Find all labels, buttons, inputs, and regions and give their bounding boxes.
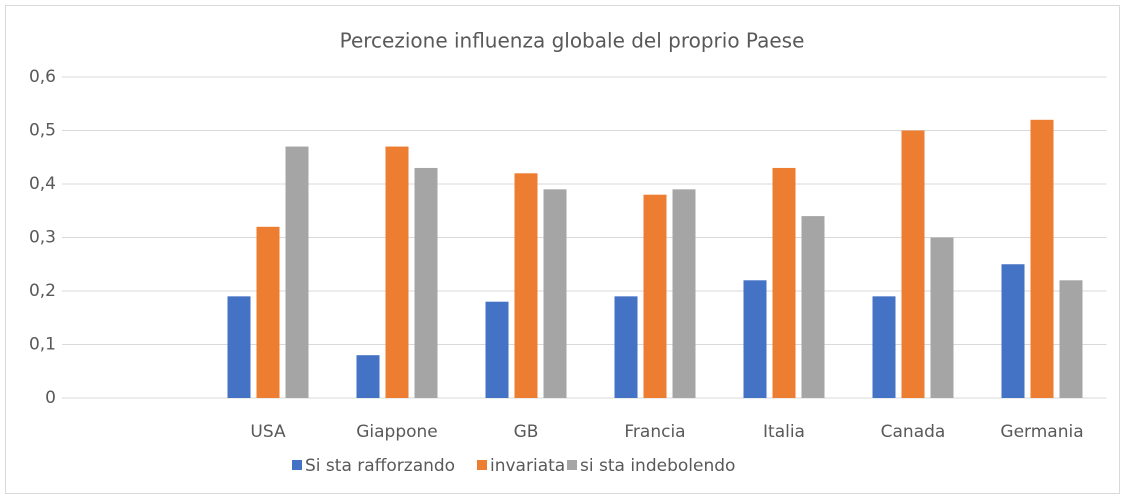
bar — [543, 189, 567, 398]
bar — [514, 173, 538, 398]
legend-label: si sta indebolendo — [580, 456, 735, 476]
x-tick-label: Italia — [763, 422, 805, 442]
bar — [485, 301, 509, 398]
legend-label: invariata — [490, 456, 565, 476]
y-tick-label: 0,6 — [29, 67, 56, 87]
bar — [414, 167, 438, 398]
bar — [743, 280, 767, 398]
x-tick-label: Canada — [881, 422, 946, 442]
bar — [614, 296, 638, 398]
y-tick-label: 0,4 — [29, 174, 56, 194]
bar — [385, 146, 409, 398]
bar — [1001, 264, 1025, 398]
bar — [930, 237, 954, 398]
x-tick-label: Francia — [624, 422, 685, 442]
x-tick-label: GB — [514, 422, 539, 442]
legend-swatch — [477, 460, 487, 470]
bar — [872, 296, 896, 398]
x-tick-label: Germania — [1000, 422, 1083, 442]
bar — [356, 355, 380, 398]
y-tick-label: 0,5 — [29, 121, 56, 141]
legend-swatch — [292, 460, 302, 470]
y-tick-label: 0,2 — [29, 281, 56, 301]
bar — [801, 216, 825, 398]
bar — [227, 296, 251, 398]
bar — [643, 194, 667, 398]
y-tick-label: 0 — [45, 388, 56, 408]
y-tick-label: 0,3 — [29, 228, 56, 248]
bar — [672, 189, 696, 398]
bar — [1059, 280, 1083, 398]
bar — [901, 130, 925, 398]
bar — [285, 146, 309, 398]
x-tick-label: USA — [250, 422, 286, 442]
legend-label: Si sta rafforzando — [305, 456, 455, 476]
x-tick-label: Giappone — [356, 422, 438, 442]
bar — [256, 226, 280, 398]
chart-title: Percezione influenza globale del proprio… — [340, 29, 805, 53]
bar — [1030, 119, 1054, 399]
legend-swatch — [567, 460, 577, 470]
y-tick-label: 0,1 — [29, 335, 56, 355]
bar — [772, 167, 796, 398]
